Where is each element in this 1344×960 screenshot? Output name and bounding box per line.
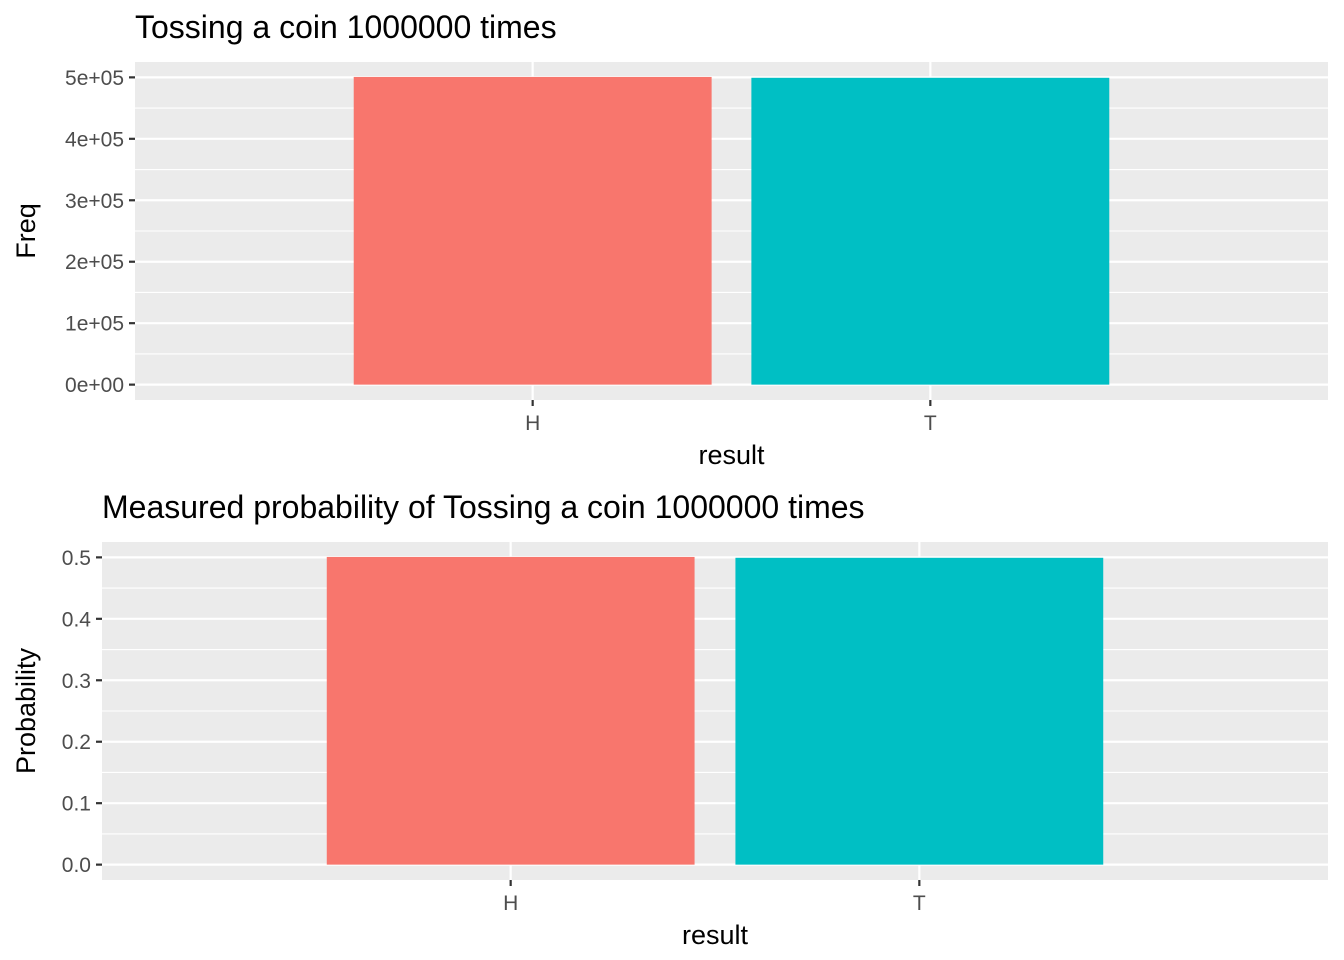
x-tick-label: H xyxy=(503,892,518,915)
chart-title: Measured probability of Tossing a coin 1… xyxy=(102,489,865,525)
x-axis-title: result xyxy=(682,920,749,950)
bar-h xyxy=(326,556,695,865)
y-tick-label: 0.2 xyxy=(62,731,91,754)
x-tick-label: H xyxy=(525,412,540,435)
x-axis-title: result xyxy=(698,440,765,470)
y-tick-label: 4e+05 xyxy=(65,128,124,151)
bar-t xyxy=(735,557,1104,865)
y-axis-title: Probability xyxy=(11,647,41,774)
bar-t xyxy=(751,77,1110,385)
x-tick-label: T xyxy=(924,412,937,435)
chart-title: Tossing a coin 1000000 times xyxy=(135,9,557,45)
bars xyxy=(326,556,1104,865)
y-tick-label: 1e+05 xyxy=(65,313,124,336)
y-tick-label: 0.3 xyxy=(62,670,91,693)
chart-probability: Measured probability of Tossing a coin 1… xyxy=(11,489,1328,950)
bar-h xyxy=(353,76,712,385)
y-tick-label: 2e+05 xyxy=(65,251,124,274)
y-axis: 0e+00 1e+05 2e+05 3e+05 4e+05 5e+05 xyxy=(65,67,135,397)
y-grid xyxy=(135,62,1328,400)
y-tick-label: 0.5 xyxy=(62,547,91,570)
y-tick-label: 0.0 xyxy=(62,854,91,877)
y-tick-label: 0e+00 xyxy=(65,374,124,397)
y-tick-label: 5e+05 xyxy=(65,67,124,90)
chart-freq: Tossing a coin 1000000 times 0e+00 1e+05 2… xyxy=(11,9,1328,470)
y-tick-label: 0.4 xyxy=(62,608,92,631)
y-axis-title: Freq xyxy=(11,203,41,259)
bars xyxy=(353,76,1110,385)
x-tick-label: T xyxy=(913,892,926,915)
y-axis: 0.0 0.1 0.2 0.3 0.4 0.5 xyxy=(62,547,102,877)
y-tick-label: 0.1 xyxy=(62,793,91,816)
y-tick-label: 3e+05 xyxy=(65,190,124,213)
